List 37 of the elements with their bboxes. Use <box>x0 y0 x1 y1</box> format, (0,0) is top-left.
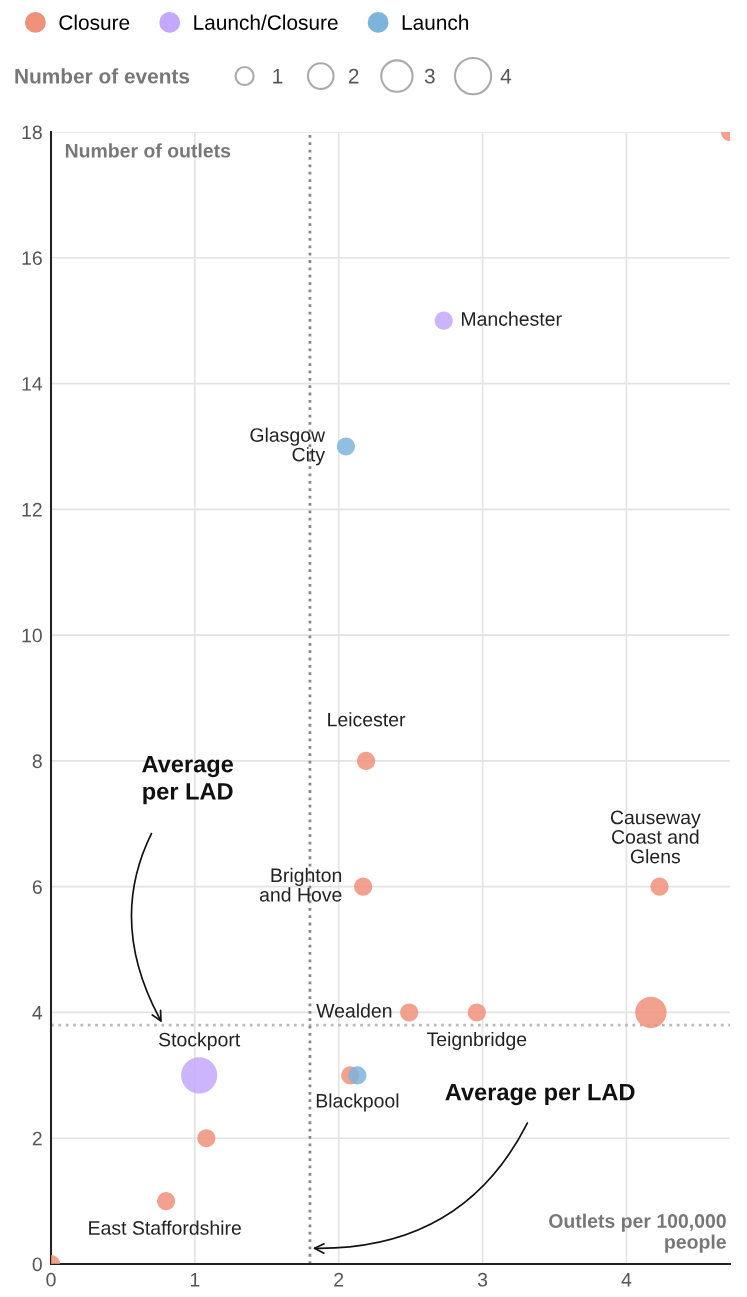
x-tick-label: 3 <box>477 1272 488 1287</box>
ref-line-label: Average per LAD <box>142 755 234 805</box>
legend-label: 1 <box>273 69 283 84</box>
x-tick-label: 0 <box>46 1272 56 1287</box>
annotation: Glasgow City <box>250 427 326 466</box>
x-tick-label: 4 <box>621 1273 632 1287</box>
x-axis-title: Outlets per 100,000 people <box>549 1213 726 1253</box>
annotation: Blackpool <box>316 1093 399 1112</box>
y-tick-label: 6 <box>32 880 42 894</box>
x-tick-label: 1 <box>190 1273 200 1287</box>
annotation: Causeway Coast and Glens <box>610 810 701 864</box>
annotation: East Staffordshire <box>89 1220 241 1235</box>
y-tick-label: 10 <box>22 628 42 643</box>
y-tick-label: 8 <box>32 754 42 769</box>
annotation: Teignbridge <box>426 1031 527 1051</box>
annotation: Stockport <box>158 1032 241 1051</box>
y-axis-title: Number of outlets <box>65 143 231 158</box>
y-tick-label: 0 <box>32 1257 42 1272</box>
y-tick-label: 16 <box>22 251 42 266</box>
legend-label: 2 <box>348 68 359 84</box>
y-tick-label: 12 <box>22 502 42 517</box>
y-tick-label: 14 <box>22 377 43 391</box>
annotation: Manchester <box>461 311 562 326</box>
legend-label: Launch/Closure <box>194 14 338 30</box>
legend-label: Closure <box>59 14 130 30</box>
y-tick-label: 18 <box>22 125 42 140</box>
ref-line-label: Average per LAD <box>445 1083 635 1106</box>
y-tick-label: 2 <box>32 1131 42 1146</box>
x-tick-label: 2 <box>334 1272 344 1287</box>
legend-title: Number of events <box>15 68 190 84</box>
annotation: Brighton and Hove <box>259 867 342 902</box>
annotation: Leicester <box>328 712 406 727</box>
legend-label: 3 <box>424 68 435 84</box>
y-tick-label: 4 <box>32 1006 43 1020</box>
annotation: Wealden <box>316 1003 392 1018</box>
legend-label: 4 <box>500 69 512 84</box>
legend-label: Launch <box>402 14 469 30</box>
